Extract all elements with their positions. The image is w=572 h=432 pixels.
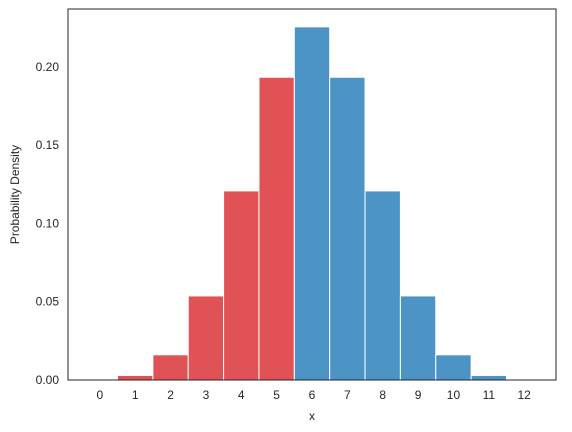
x-tick-label: 0 bbox=[96, 388, 103, 402]
x-tick-label: 1 bbox=[132, 388, 139, 402]
y-tick-label: 0.15 bbox=[36, 138, 60, 152]
bar-5 bbox=[258, 76, 295, 381]
x-tick-label: 10 bbox=[447, 388, 461, 402]
y-axis-ticks: 0.00 0.05 0.10 0.15 0.20 bbox=[36, 60, 60, 387]
bar-6 bbox=[293, 26, 331, 381]
y-tick-label: 0.10 bbox=[36, 216, 60, 230]
x-tick-label: 3 bbox=[203, 388, 210, 402]
bar-3 bbox=[187, 295, 225, 381]
x-tick-label: 2 bbox=[167, 388, 174, 402]
x-tick-label: 5 bbox=[273, 388, 280, 402]
x-tick-label: 6 bbox=[309, 388, 316, 402]
x-tick-label: 7 bbox=[344, 388, 351, 402]
bar-1 bbox=[117, 374, 154, 381]
plot-frame bbox=[67, 8, 557, 381]
bar-10 bbox=[435, 354, 472, 381]
x-tick-label: 8 bbox=[379, 388, 386, 402]
bar-11 bbox=[470, 374, 507, 381]
y-tick-label: 0.00 bbox=[36, 373, 60, 387]
bar-9 bbox=[399, 295, 437, 381]
x-axis-ticks: 0 1 2 3 4 5 6 7 8 9 10 11 12 bbox=[96, 388, 531, 402]
y-axis-label: Probability Density bbox=[8, 145, 22, 244]
y-tick-label: 0.05 bbox=[36, 295, 60, 309]
bar-4 bbox=[223, 190, 260, 381]
x-tick-label: 4 bbox=[238, 388, 245, 402]
x-tick-label: 11 bbox=[483, 388, 496, 402]
bar-7 bbox=[329, 76, 366, 381]
x-tick-label: 12 bbox=[517, 388, 531, 402]
bar-8 bbox=[364, 190, 401, 381]
bars-group bbox=[81, 26, 543, 381]
bar-2 bbox=[152, 354, 189, 381]
x-axis-label: x bbox=[309, 409, 315, 423]
y-tick-label: 0.20 bbox=[36, 60, 60, 74]
x-tick-label: 9 bbox=[415, 388, 422, 402]
